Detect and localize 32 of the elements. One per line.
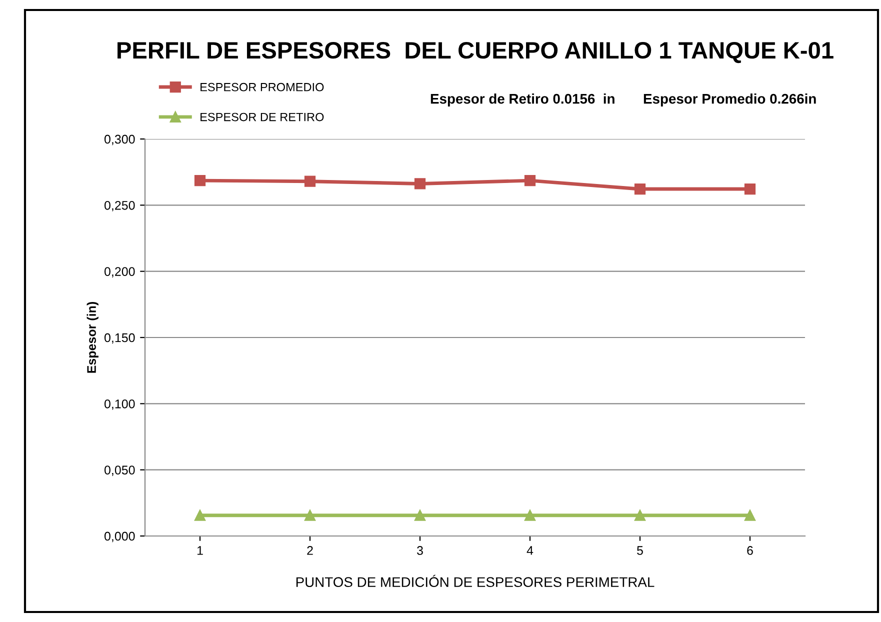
text: Espesor de Retiro 0.0156 in bbox=[430, 94, 614, 106]
y-axis-title: Espesor (in) bbox=[86, 302, 98, 373]
legend-label: ESPESOR PROMEDIO bbox=[200, 82, 324, 92]
x-tick-label: 4 bbox=[526, 546, 534, 555]
point bbox=[744, 510, 756, 521]
point bbox=[744, 183, 756, 195]
y-tick-label: 0,150 bbox=[104, 333, 135, 344]
x-tick-label: 2 bbox=[307, 546, 313, 555]
text: Espesor Promedio 0.266in bbox=[644, 94, 816, 106]
point bbox=[194, 510, 206, 521]
point bbox=[304, 176, 316, 187]
x-tick-label: 5 bbox=[637, 546, 643, 555]
x-axis-title: PUNTOS DE MEDICIÓN DE ESPESORES PERIMETRAL bbox=[296, 574, 654, 588]
y-tick-label: 0,250 bbox=[104, 200, 135, 212]
y-tick-label: 0,000 bbox=[104, 532, 135, 542]
point bbox=[524, 510, 536, 521]
x-tick-label: 6 bbox=[747, 546, 753, 555]
x-tick-label: 1 bbox=[197, 546, 203, 555]
point bbox=[414, 178, 426, 190]
y-tick-label: 0,200 bbox=[104, 267, 135, 278]
point bbox=[634, 510, 646, 521]
y-tick-label: 0,050 bbox=[104, 466, 135, 476]
point bbox=[414, 510, 426, 521]
y-tick-label: 0,300 bbox=[104, 134, 135, 146]
point bbox=[524, 174, 536, 186]
point bbox=[304, 510, 316, 521]
y-tick-label: 0,100 bbox=[104, 399, 135, 410]
x-tick-label: 3 bbox=[417, 546, 423, 555]
legend-label: ESPESOR DE RETIRO bbox=[200, 112, 324, 122]
point bbox=[194, 174, 206, 186]
chart-title: PERFIL DE ESPESORES DEL CUERPO ANILLO 1 TANQUE K-01 bbox=[118, 42, 834, 64]
point bbox=[634, 183, 646, 195]
